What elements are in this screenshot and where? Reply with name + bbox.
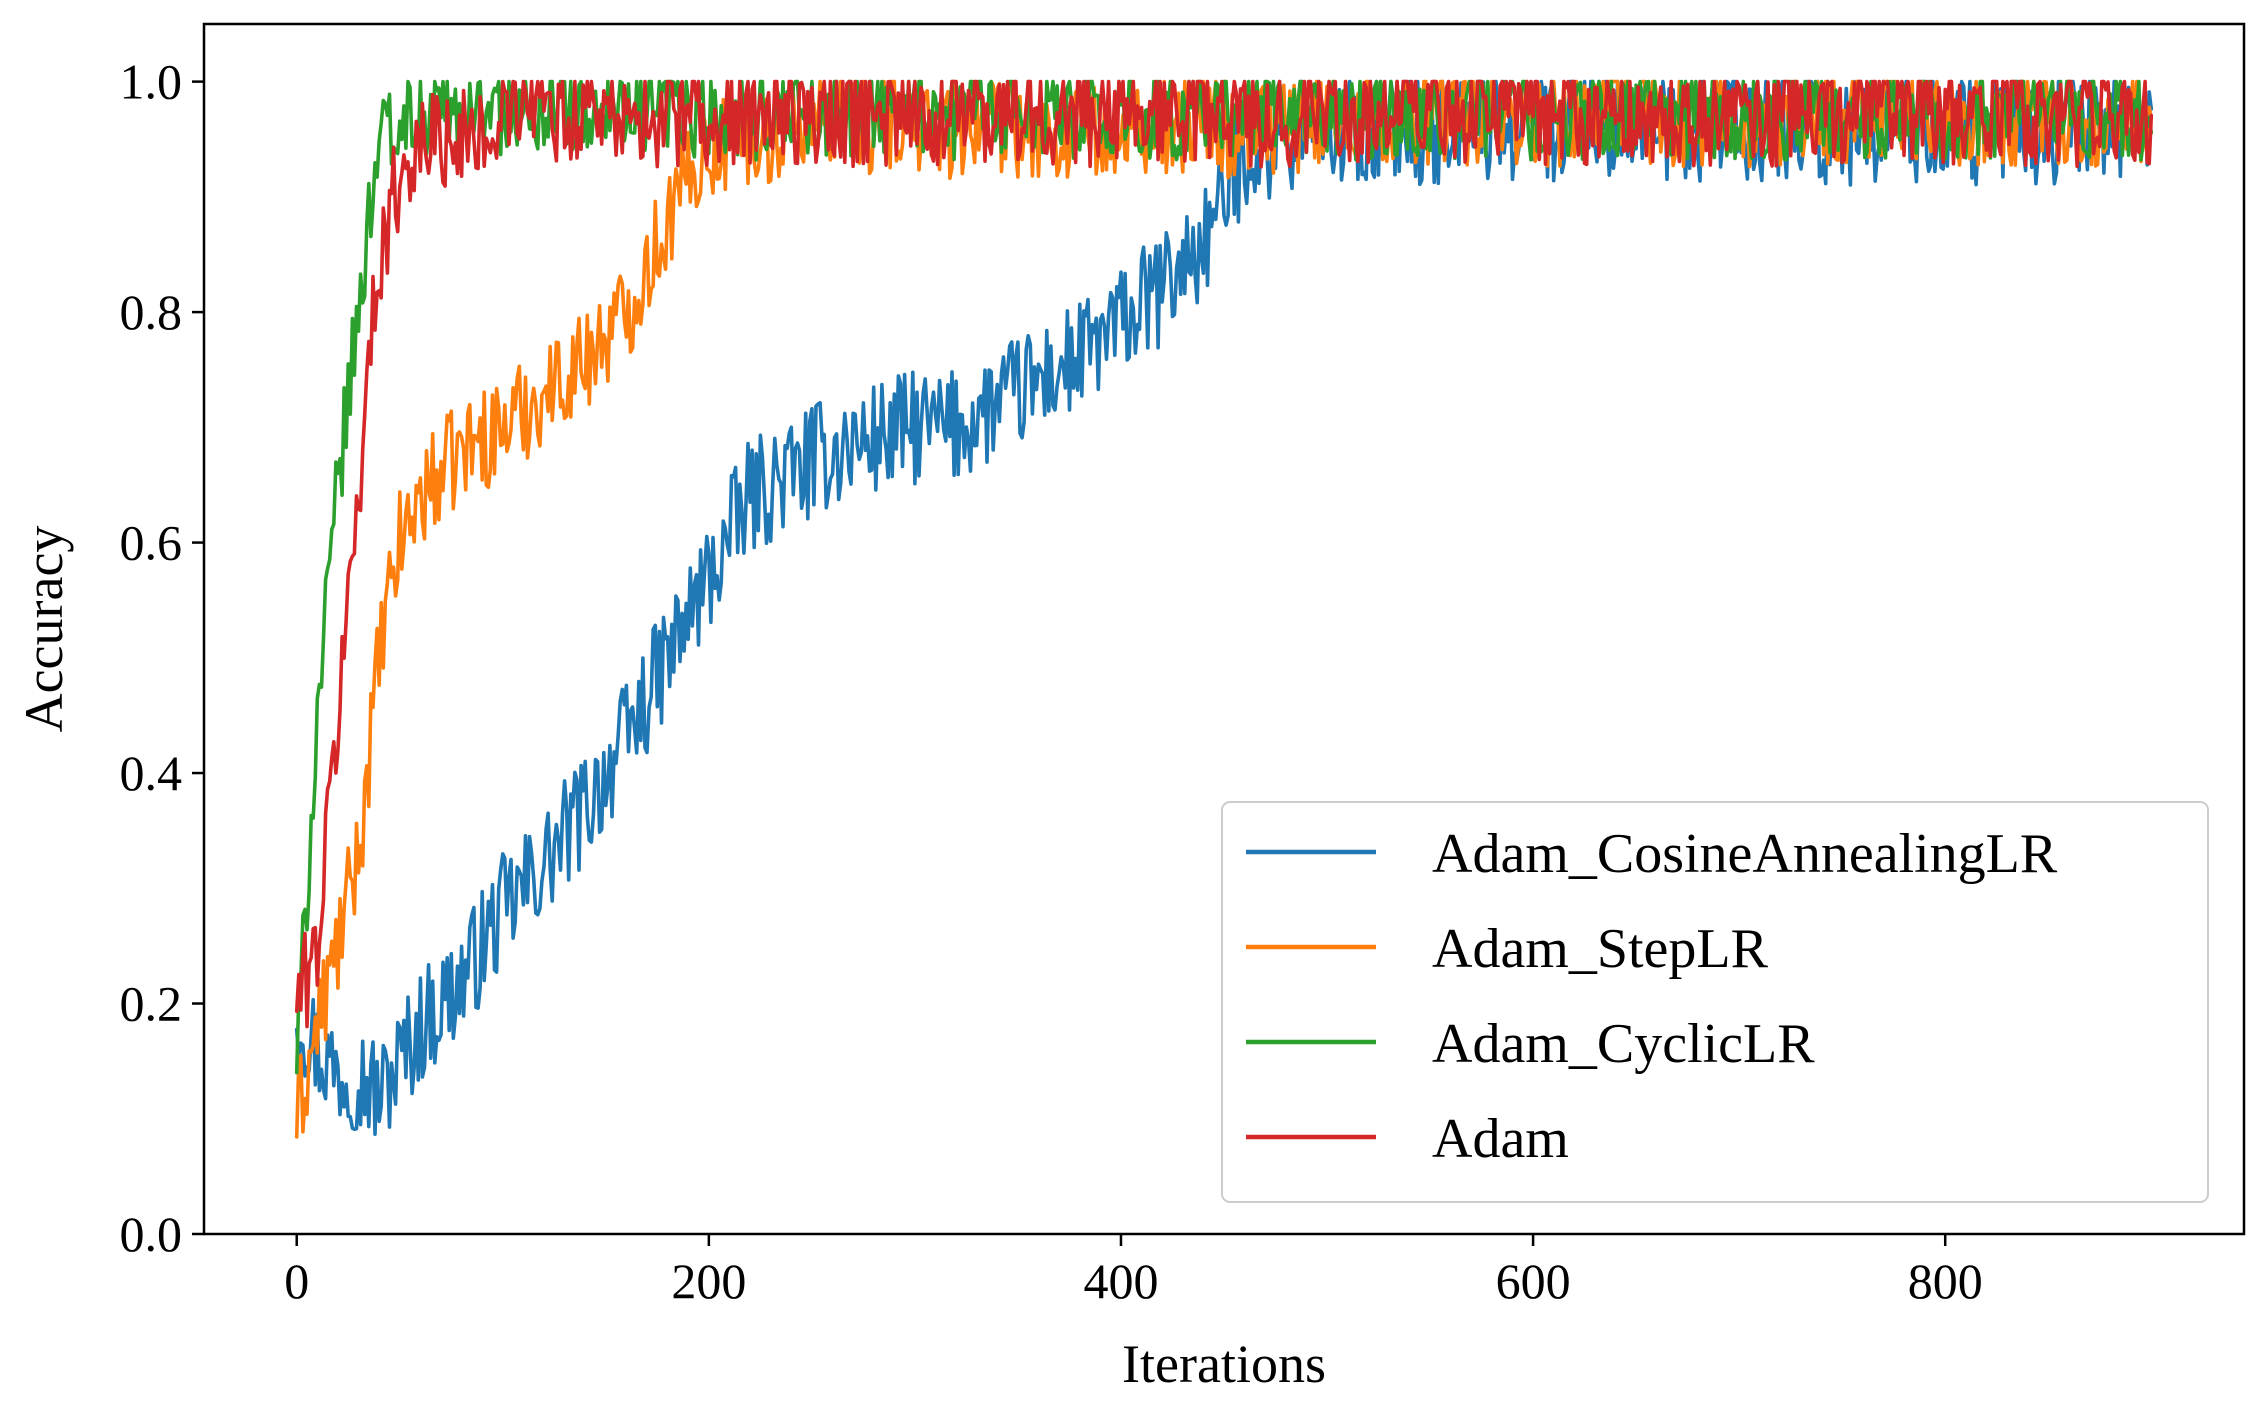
y-axis: 0.0 0.2 0.4 0.6 0.8 1.0 (120, 54, 204, 1262)
y-tick-label: 0.0 (120, 1206, 183, 1262)
x-tick-label: 400 (1083, 1253, 1158, 1309)
series-line-adam (294, 79, 2154, 1029)
x-tick-label: 0 (284, 1253, 309, 1309)
x-tick-label: 600 (1496, 1253, 1571, 1309)
legend-label: Adam_CyclicLR (1432, 1013, 1815, 1075)
y-tick-label: 0.2 (120, 976, 183, 1032)
legend-label: Adam_CosineAnnealingLR (1432, 823, 2058, 885)
legend-label: Adam (1432, 1108, 1569, 1170)
legend: Adam_CosineAnnealingLR Adam_StepLR Adam_Cy… (1221, 801, 2209, 1203)
x-tick-label: 200 (671, 1253, 746, 1309)
plot-frame (202, 22, 2246, 1236)
x-axis: 0 200 400 600 800 (284, 1234, 1983, 1309)
x-axis-label: Iterations (1122, 1334, 1326, 1394)
legend-box (1221, 801, 2209, 1203)
legend-label: Adam_StepLR (1432, 918, 1769, 980)
series-line-adam-cosineannealinglr (294, 79, 2154, 1136)
y-tick-label: 0.4 (120, 745, 183, 801)
y-tick-label: 0.8 (120, 284, 183, 340)
y-tick-label: 1.0 (120, 54, 183, 110)
y-axis-label: Accuracy (14, 526, 74, 733)
x-tick-label: 800 (1908, 1253, 1983, 1309)
y-tick-label: 0.6 (120, 515, 183, 571)
series-layer (294, 79, 2154, 1139)
